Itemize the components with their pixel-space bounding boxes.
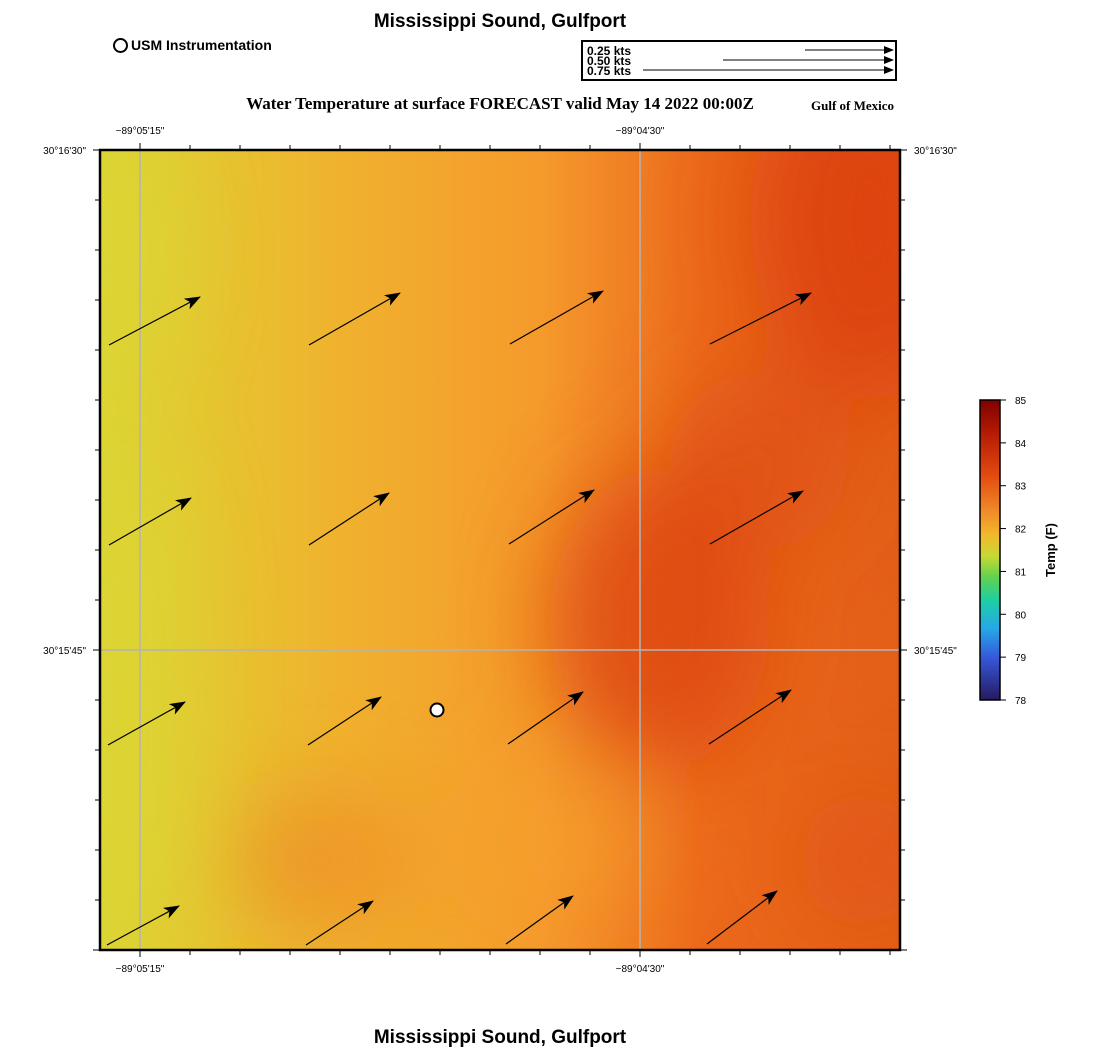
lon-label-top-2: −89°04'30" <box>616 126 665 137</box>
lat-label-right-1: 30°16'30" <box>914 146 957 157</box>
lat-label-left-2: 30°15'45" <box>43 646 86 657</box>
lon-label-bottom-2: −89°04'30" <box>616 964 665 975</box>
current-vectors <box>106 290 812 946</box>
current-vector-legend: 0.25 kts 0.50 kts 0.75 kts <box>581 40 897 81</box>
colorbar-tick-label: 84 <box>1015 439 1027 450</box>
lat-label-left-1: 30°16'30" <box>43 146 86 157</box>
colorbar-tick-label: 82 <box>1015 525 1027 536</box>
colorbar-tick-label: 81 <box>1015 567 1027 578</box>
frame-ticks <box>93 143 907 957</box>
lon-label-bottom-1: −89°05'15" <box>116 964 165 975</box>
graticule <box>100 150 900 950</box>
colorbar-tick-label: 85 <box>1015 396 1027 407</box>
colorbar-title: Temp (F) <box>1043 523 1058 577</box>
vector-legend-arrows <box>643 46 894 74</box>
vector-legend-label-1: 0.25 kts <box>587 44 632 58</box>
temperature-colorbar: 85 84 83 82 81 80 79 78 Temp (F) <box>979 396 1058 707</box>
vector-legend-label-2: 0.50 kts <box>587 54 632 68</box>
vector-legend-label-3: 0.75 kts <box>587 64 632 78</box>
map-top-title: Mississippi Sound, Gulfport <box>373 11 627 32</box>
lat-label-right-2: 30°15'45" <box>914 646 957 657</box>
colorbar-tick-label: 79 <box>1015 653 1027 664</box>
usm-station-marker <box>429 702 445 718</box>
map-main-title: Water Temperature at surface FORECAST va… <box>246 94 754 113</box>
colorbar-tick-label: 78 <box>1015 696 1027 707</box>
colorbar-tick-label: 80 <box>1015 610 1027 621</box>
map-bottom-title: Mississippi Sound, Gulfport <box>373 1027 627 1048</box>
lon-label-top-1: −89°05'15" <box>116 126 165 137</box>
station-legend-label: USM Instrumentation <box>131 37 272 53</box>
temperature-field <box>100 150 900 950</box>
region-label: Gulf of Mexico <box>811 98 895 113</box>
station-legend: USM Instrumentation <box>113 37 272 53</box>
colorbar-tick-label: 83 <box>1015 482 1027 493</box>
station-marker-icon <box>113 37 128 53</box>
